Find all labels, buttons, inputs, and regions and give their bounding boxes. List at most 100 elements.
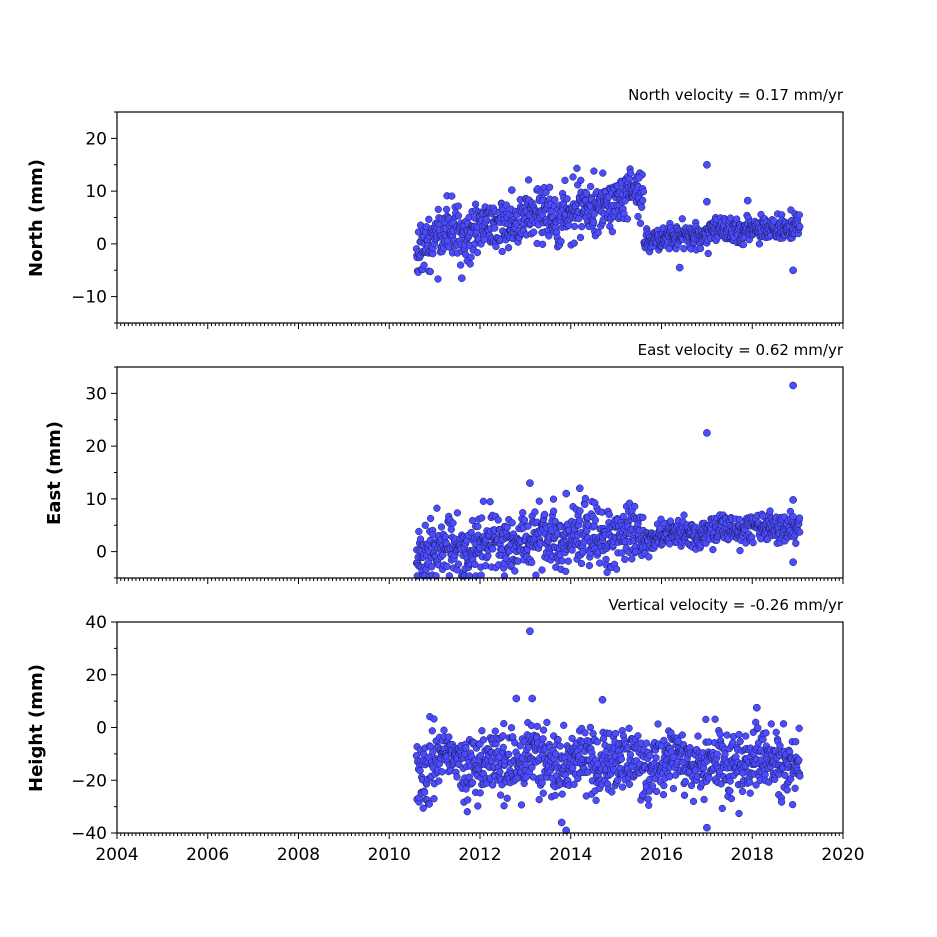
data-point: [659, 791, 668, 799]
panel-title-north: North velocity = 0.17 mm/yr: [628, 86, 844, 104]
data-point: [581, 729, 589, 737]
data-point: [591, 516, 599, 524]
data-point: [680, 245, 688, 253]
data-point: [735, 730, 743, 739]
data-point: [634, 732, 642, 740]
data-point: [694, 732, 702, 740]
data-point: [644, 795, 652, 803]
data-point: [666, 517, 675, 525]
data-point: [430, 795, 438, 803]
data-point: [781, 771, 789, 779]
data-point: [476, 789, 484, 797]
data-point: [618, 549, 626, 557]
data-point: [791, 784, 799, 792]
data-point: [573, 164, 581, 172]
y-tick-label: 40: [85, 613, 107, 633]
data-point: [511, 567, 519, 575]
data-point: [430, 715, 438, 723]
data-point: [479, 497, 488, 505]
data-point: [456, 261, 465, 269]
data-point: [445, 733, 453, 741]
axes-frame-north: [116, 111, 844, 324]
data-point: [478, 727, 486, 735]
x-tick-label: 2014: [549, 845, 592, 865]
y-tick-label: 0: [96, 235, 107, 255]
y-tick-label: −20: [71, 771, 107, 791]
data-point: [476, 752, 485, 760]
data-point: [496, 768, 504, 776]
panel-north: North velocity = 0.17 mm/yr −10 0 10 20 Nor…: [26, 86, 844, 329]
data-point: [524, 522, 532, 530]
data-point: [434, 275, 442, 283]
data-point: [642, 739, 651, 747]
outlier-point: [789, 381, 797, 390]
data-point: [581, 494, 590, 503]
data-point: [608, 228, 617, 236]
data-point: [711, 715, 719, 723]
data-point: [599, 169, 607, 177]
data-point: [639, 513, 647, 522]
data-point: [554, 736, 562, 744]
data-point: [482, 215, 491, 224]
data-point: [415, 527, 423, 536]
data-point: [687, 781, 696, 790]
data-point: [433, 504, 441, 512]
data-point: [479, 736, 488, 744]
data-point: [462, 744, 470, 752]
data-point: [454, 560, 463, 568]
outlier-point: [703, 429, 711, 437]
data-point: [425, 215, 433, 223]
outlier-point: [512, 694, 521, 703]
data-point: [545, 232, 553, 240]
data-point: [434, 205, 442, 214]
data-point: [749, 539, 757, 547]
data-point: [702, 715, 710, 724]
data-point: [628, 555, 636, 563]
data-point: [549, 507, 558, 515]
data-point: [421, 521, 429, 529]
data-point: [792, 738, 800, 746]
data-point: [575, 214, 583, 223]
outlier-point: [562, 826, 571, 835]
data-point: [621, 555, 629, 564]
data-point: [654, 720, 662, 728]
x-tick-label: 2004: [95, 845, 138, 865]
data-point: [508, 519, 516, 527]
data-point: [726, 787, 734, 795]
data-point: [605, 510, 613, 519]
data-point: [543, 718, 551, 727]
data-point: [745, 778, 754, 786]
data-point: [754, 724, 762, 732]
data-point: [752, 781, 760, 789]
data-point: [535, 795, 543, 804]
y-tick-label: 30: [85, 384, 107, 404]
outlier-point: [703, 197, 711, 206]
data-point: [491, 224, 499, 232]
data-point: [625, 780, 634, 788]
outlier-point: [457, 274, 466, 283]
data-point: [746, 789, 754, 797]
y-tick-label: 20: [85, 666, 107, 686]
data-point: [524, 176, 533, 184]
data-point: [717, 780, 725, 788]
data-point: [783, 786, 791, 794]
y-tick-label: 20: [85, 437, 107, 457]
data-point: [576, 507, 584, 515]
data-point: [660, 736, 668, 745]
y-tick-label: −10: [71, 288, 107, 308]
data-point: [646, 751, 654, 760]
data-point: [557, 237, 565, 246]
data-point: [716, 730, 724, 738]
data-point: [723, 731, 731, 739]
outlier-point: [703, 823, 711, 832]
data-point: [611, 729, 620, 738]
data-point: [577, 559, 586, 568]
data-point: [464, 796, 472, 804]
data-point: [585, 561, 594, 570]
panel-title-east: East velocity = 0.62 mm/yr: [638, 341, 844, 359]
axes-frame-height: [116, 621, 844, 834]
data-point: [503, 794, 511, 802]
data-point: [558, 557, 566, 565]
data-point: [592, 796, 600, 805]
x-tick-label: 2010: [368, 845, 411, 865]
